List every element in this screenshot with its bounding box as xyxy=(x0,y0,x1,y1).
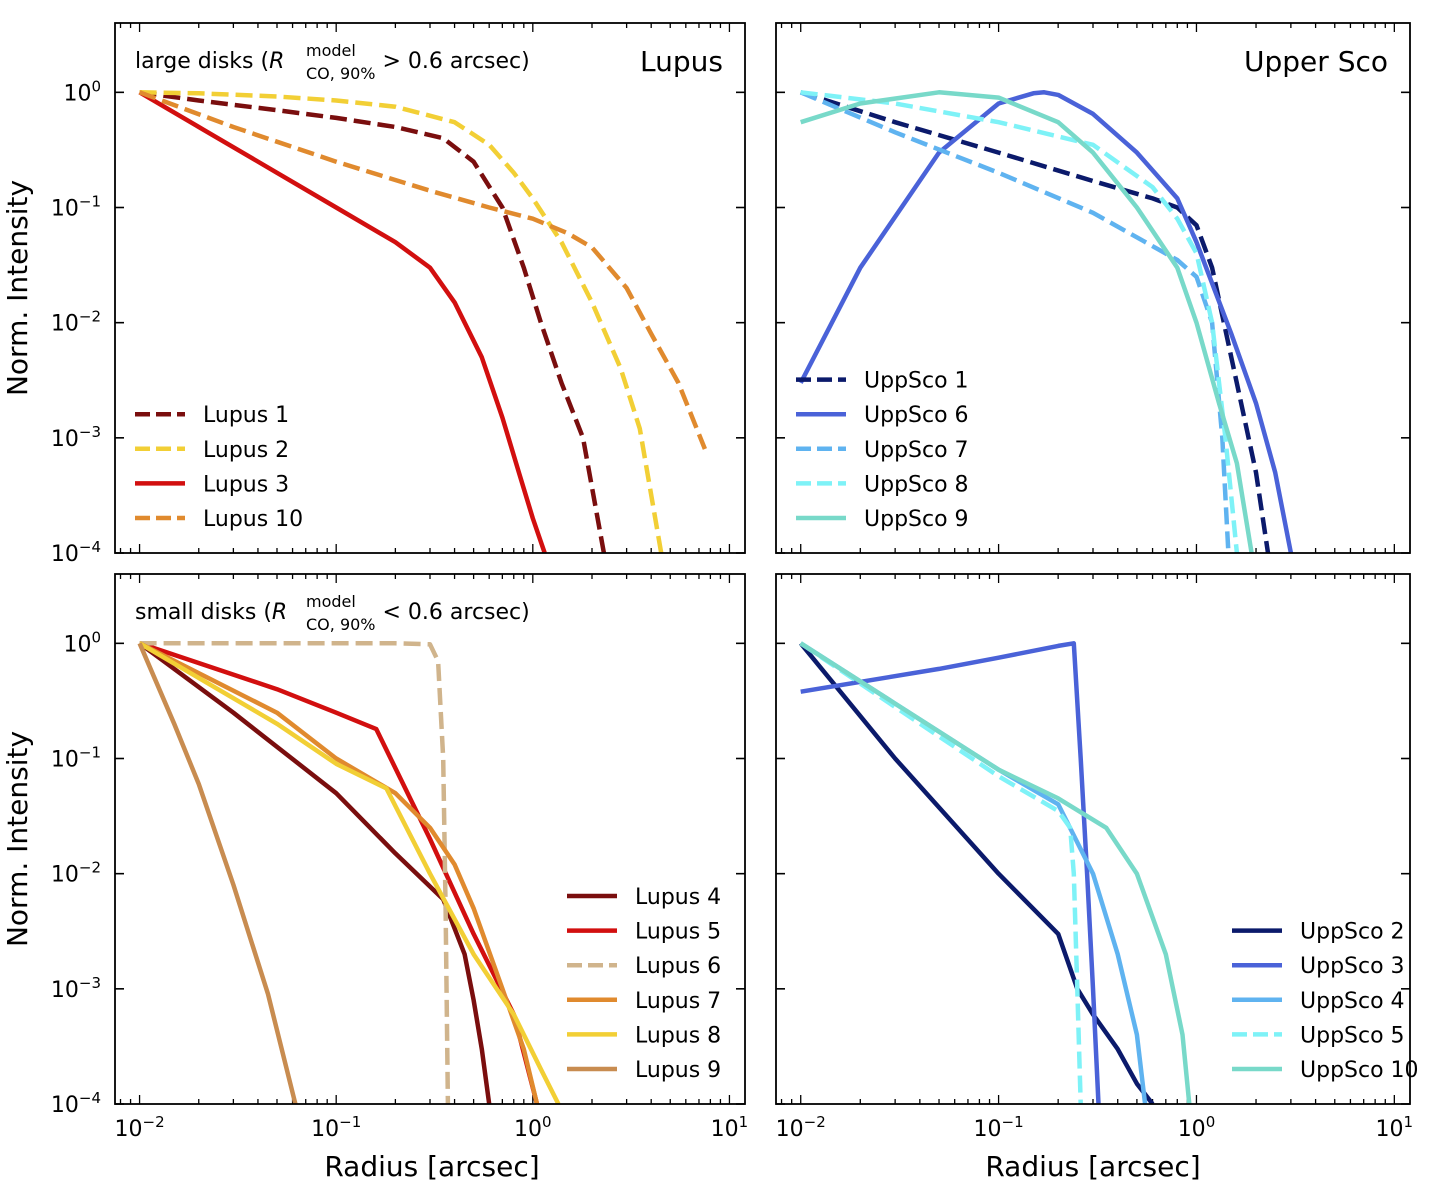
legend-label: Lupus 5 xyxy=(635,920,721,945)
x-tick-label: 100 xyxy=(1178,1113,1216,1142)
x-tick-label: 10−1 xyxy=(974,1113,1024,1142)
series-lines xyxy=(137,641,561,1104)
y-tick-label: 10−1 xyxy=(51,744,101,773)
series-line xyxy=(800,90,1240,553)
series-line xyxy=(137,642,298,1104)
legend-label: Lupus 9 xyxy=(635,1058,721,1083)
legend-label: UppSco 9 xyxy=(864,507,969,532)
series-line xyxy=(798,90,1294,553)
series-line xyxy=(799,641,1083,1104)
x-tick-label: 101 xyxy=(711,1113,749,1142)
panel-3: 10−4 10−3 10−2 10−1 100 10−2 10−1 100 101 small d… xyxy=(51,573,749,1142)
series-line xyxy=(139,641,451,1104)
x-axis-label: Radius [arcsec] xyxy=(324,1150,539,1183)
series-line xyxy=(139,90,607,553)
series-line xyxy=(800,90,1271,553)
series-line xyxy=(798,641,1155,1104)
series-line xyxy=(800,641,1101,1104)
legend-label: Lupus 7 xyxy=(635,989,721,1014)
panel-1: 10−4 10−3 10−2 10−1 100 Lupus large disks (R mo… xyxy=(51,22,746,567)
y-tick-label: 100 xyxy=(63,628,101,657)
x-tick-label: 10−2 xyxy=(776,1113,826,1142)
legend-label: UppSco 10 xyxy=(1300,1058,1419,1083)
x-tick-label: 100 xyxy=(514,1113,552,1142)
series-lines xyxy=(138,90,707,553)
series-line xyxy=(138,641,540,1104)
legend: UppSco 2 UppSco 3 UppSco 4 UppSco 5 UppSco 1… xyxy=(1232,920,1419,1083)
x-axis-label: Radius [arcsec] xyxy=(985,1150,1200,1183)
series-line xyxy=(138,90,547,553)
series-line xyxy=(138,90,707,450)
y-tick-label: 10−1 xyxy=(51,193,101,222)
y-tick-label: 10−4 xyxy=(51,1089,101,1118)
legend-label: Lupus 4 xyxy=(635,885,721,910)
series-line xyxy=(138,641,561,1104)
y-axis-label: Norm. Intensity xyxy=(1,731,34,947)
panel-annotation: large disks (R model CO, 90% > 0.6 arcsec) xyxy=(135,41,530,83)
x-tick-label: 10−1 xyxy=(311,1113,361,1142)
series-line xyxy=(139,90,664,553)
legend-label: UppSco 1 xyxy=(864,369,969,394)
series-line xyxy=(799,641,1192,1104)
y-tick-label: 10−2 xyxy=(51,859,101,888)
y-tick-label: 10−2 xyxy=(51,308,101,337)
y-axis-label: Norm. Intensity xyxy=(1,180,34,396)
legend-label: Lupus 10 xyxy=(203,507,303,532)
y-tick-label: 100 xyxy=(63,77,101,106)
legend-label: Lupus 8 xyxy=(635,1023,721,1048)
legend-label: Lupus 6 xyxy=(635,954,721,979)
legend-label: Lupus 3 xyxy=(203,472,289,497)
y-tick-label: 10−3 xyxy=(51,974,101,1003)
axes-frame xyxy=(114,22,746,554)
legend-label: UppSco 8 xyxy=(864,472,969,497)
legend-label: Lupus 2 xyxy=(203,438,289,463)
legend-label: Lupus 1 xyxy=(203,403,289,428)
legend-label: UppSco 6 xyxy=(864,403,969,428)
legend-label: UppSco 7 xyxy=(864,438,969,463)
y-tick-label: 10−4 xyxy=(51,538,101,567)
x-tick-label: 10−2 xyxy=(115,1113,165,1142)
x-tick-label: 101 xyxy=(1376,1113,1414,1142)
axes-frame xyxy=(775,22,1411,554)
y-tick-label: 10−3 xyxy=(51,423,101,452)
series-lines xyxy=(798,90,1294,553)
legend-label: UppSco 5 xyxy=(1300,1023,1405,1048)
series-line xyxy=(800,90,1254,553)
series-lines xyxy=(798,641,1192,1104)
legend-label: UppSco 3 xyxy=(1300,954,1405,979)
legend: Lupus 4 Lupus 5 Lupus 6 Lupus 7 Lupus 8 Lupus… xyxy=(567,885,721,1083)
panel-label: Lupus xyxy=(640,45,723,78)
panel-label: Upper Sco xyxy=(1244,45,1388,78)
panel-annotation: small disks (R model CO, 90% < 0.6 arcsec) xyxy=(135,592,530,634)
series-line xyxy=(138,641,492,1104)
axes-frame xyxy=(775,573,1411,1105)
legend: UppSco 1 UppSco 6 UppSco 7 UppSco 8 UppSco 9 xyxy=(796,369,969,532)
legend-label: UppSco 2 xyxy=(1300,920,1405,945)
legend-label: UppSco 4 xyxy=(1300,989,1405,1014)
axes-frame xyxy=(114,573,746,1105)
legend: Lupus 1 Lupus 2 Lupus 3 Lupus 10 xyxy=(135,403,303,532)
